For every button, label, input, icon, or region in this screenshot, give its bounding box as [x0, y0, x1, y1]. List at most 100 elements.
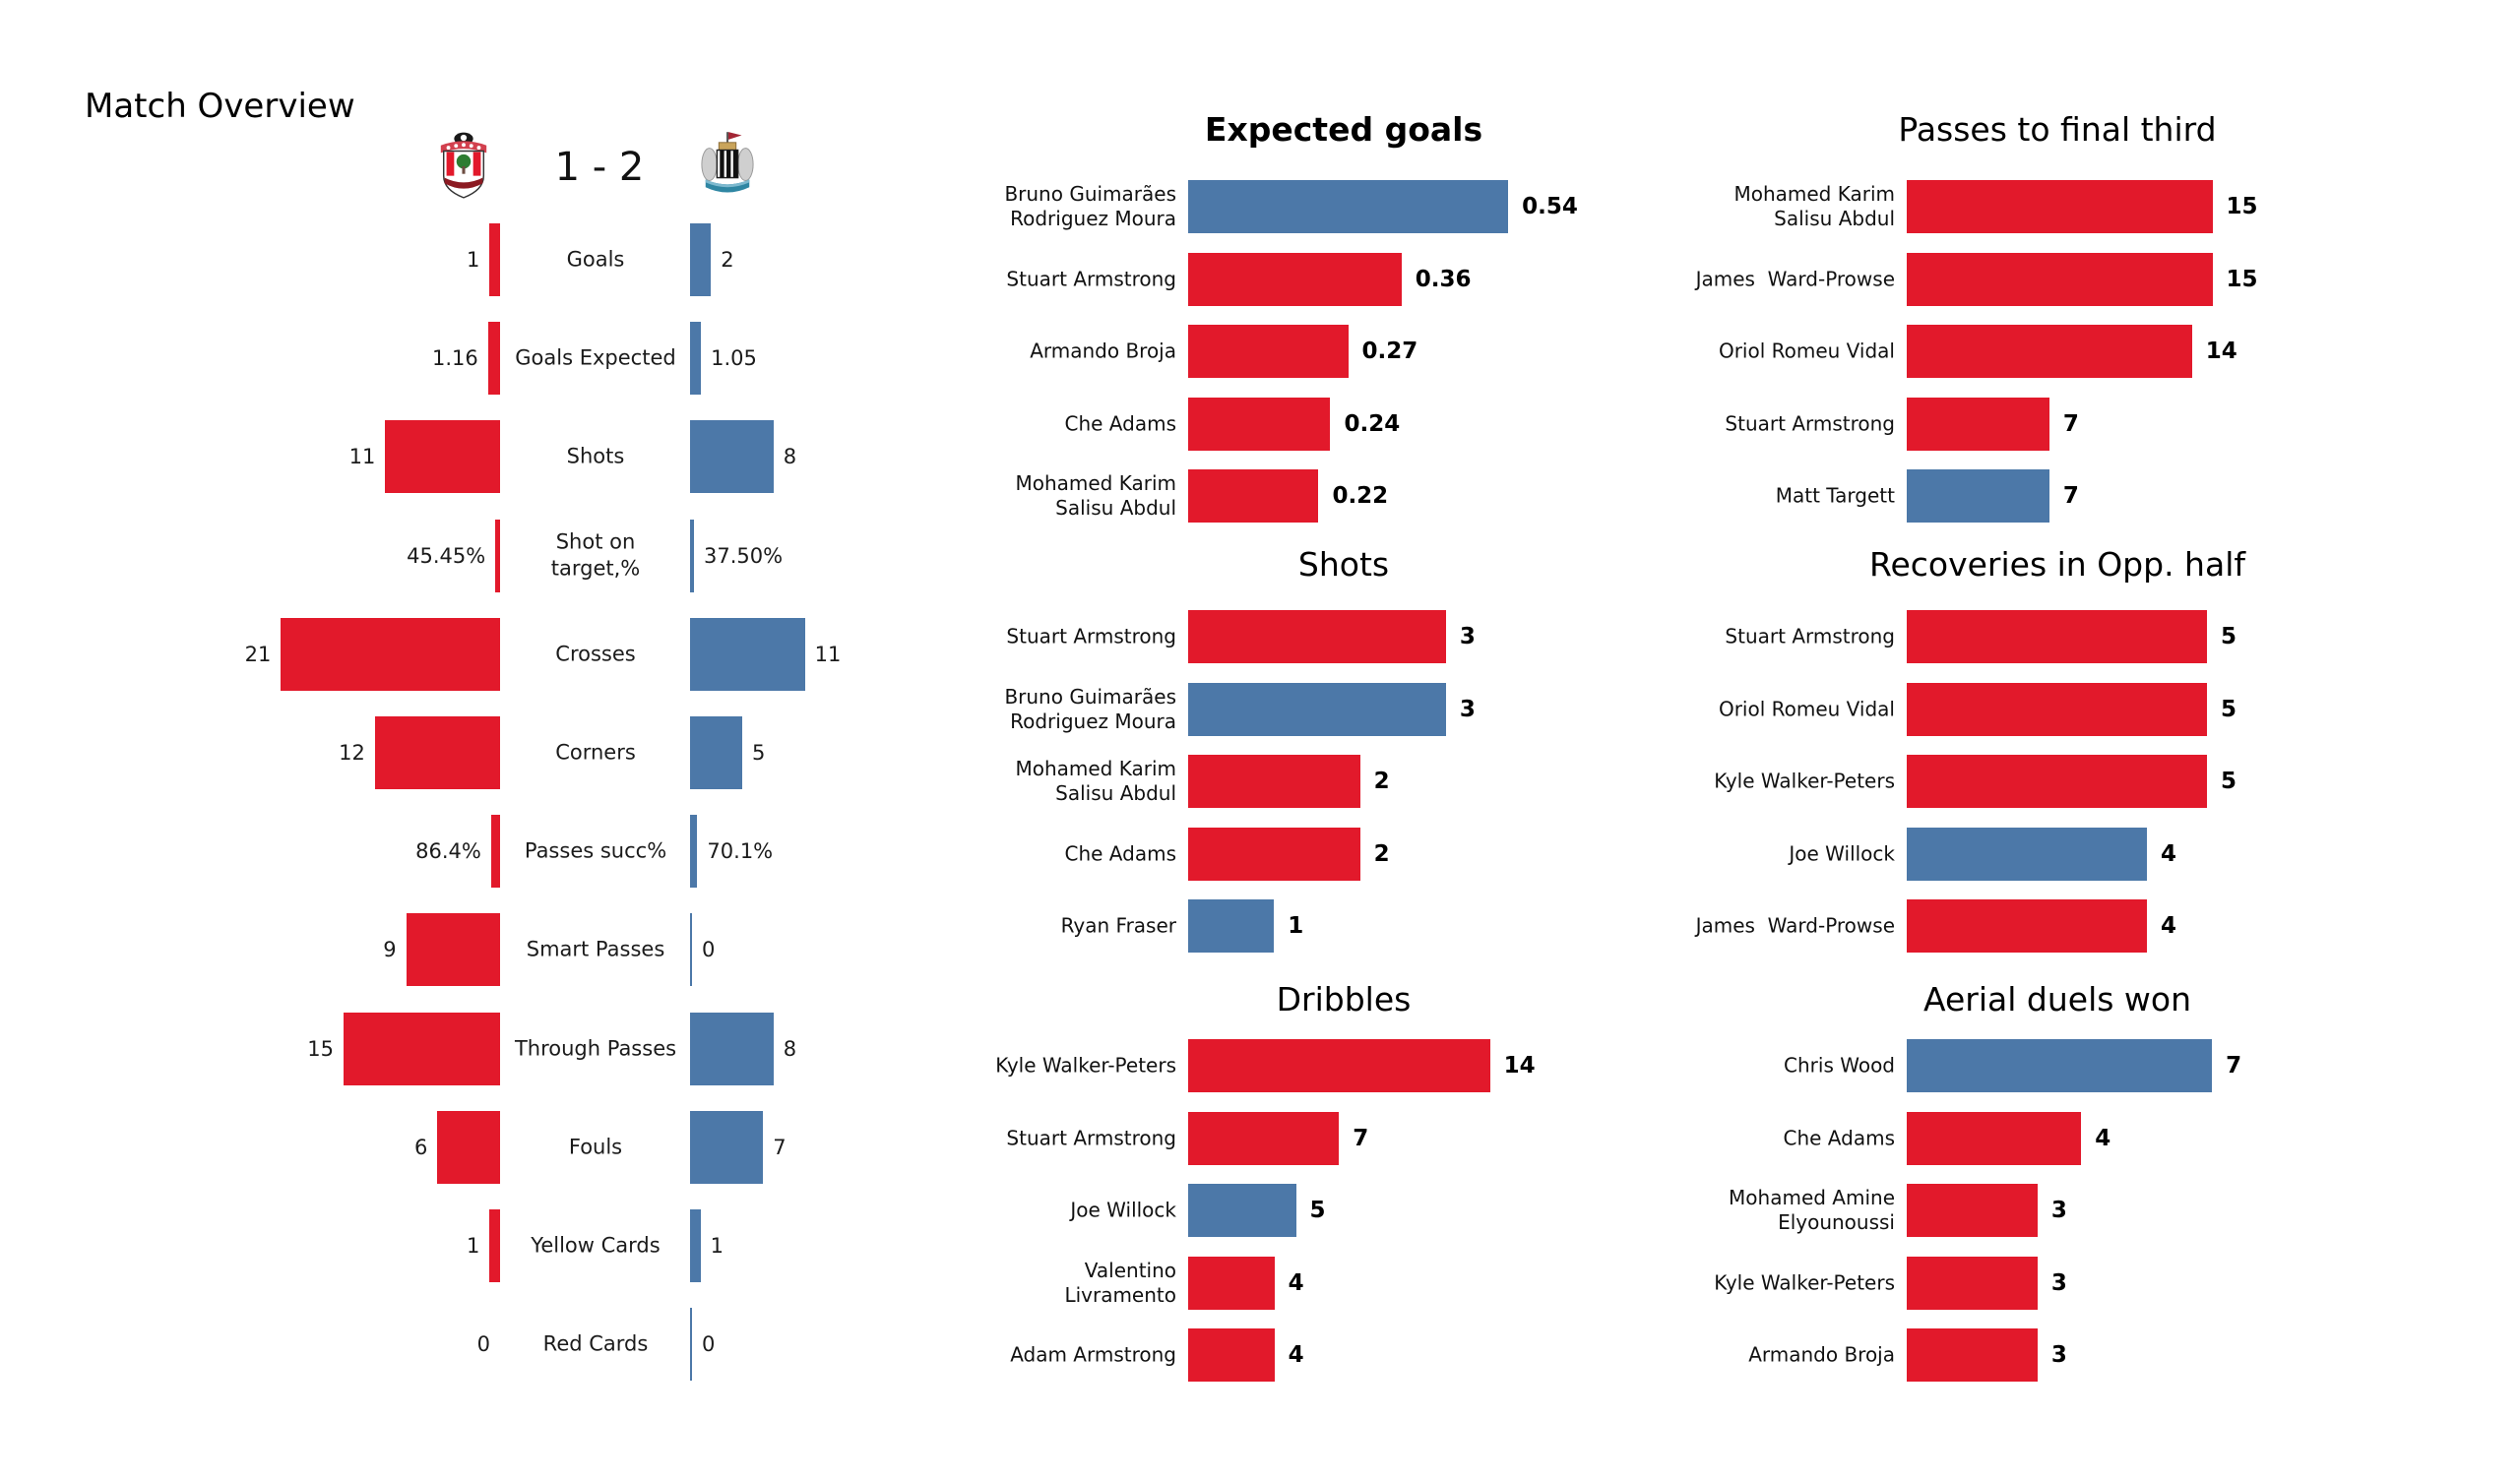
player-label: Armando Broja [1748, 1342, 1895, 1367]
southampton-crest [440, 132, 487, 199]
player-label: Stuart Armstrong [1725, 624, 1895, 648]
value-label: 3 [1459, 624, 1476, 649]
home-value: 1 [467, 1234, 480, 1258]
home-player-bar [1907, 610, 2207, 663]
chart-title: Expected goals [1204, 110, 1483, 149]
chart-title: Shots [1297, 545, 1390, 584]
value-label: 4 [1288, 1269, 1304, 1296]
value-label: 7 [2226, 1053, 2242, 1079]
player-label: Che Adams [1064, 841, 1177, 865]
player-label: James Ward-Prowse [1695, 913, 1895, 938]
chart-title: Aerial duels won [1922, 980, 2192, 1018]
stat-label: Corners [555, 740, 636, 765]
away-player-bar [1907, 827, 2147, 881]
player-label: Stuart Armstrong [1006, 624, 1176, 648]
value-label: 15 [2226, 266, 2258, 292]
home-player-bar [1907, 1256, 2038, 1310]
value-label: 4 [1288, 1342, 1304, 1368]
player-label: Matt Targett [1775, 483, 1895, 508]
home-player-bar [1907, 325, 2192, 378]
away-value: 7 [773, 1135, 787, 1159]
away-value: 0 [702, 938, 716, 962]
player-label: Bruno Guimarães Rodriguez Moura [1004, 684, 1176, 733]
home-player-bar [1188, 252, 1402, 306]
away-player-bar [1188, 1184, 1296, 1237]
home-value: 45.45% [407, 543, 486, 568]
away-bar [690, 1209, 701, 1282]
home-value: 9 [383, 938, 397, 962]
away-bar [690, 1012, 774, 1085]
player-label: Mohamed Karim Salisu Abdul [1015, 471, 1176, 520]
home-bar [385, 420, 500, 494]
home-bar [495, 519, 500, 592]
away-bar [690, 913, 692, 987]
away-value: 8 [783, 445, 797, 469]
value-label: 3 [2050, 1269, 2067, 1296]
away-value: 11 [814, 642, 842, 666]
away-bar [690, 815, 698, 889]
value-label: 5 [1309, 1198, 1326, 1223]
value-label: 5 [2221, 769, 2237, 794]
player-label: Stuart Armstrong [1725, 411, 1895, 435]
home-value: 0 [476, 1332, 490, 1357]
home-player-bar [1188, 1256, 1275, 1310]
home-value: 6 [414, 1135, 428, 1159]
home-value: 21 [244, 642, 272, 666]
stat-label: Through Passes [514, 1035, 677, 1060]
player-label: Stuart Armstrong [1006, 1126, 1176, 1149]
away-value: 1 [710, 1234, 724, 1258]
home-value: 12 [339, 741, 365, 765]
stat-label: Shots [566, 444, 625, 468]
home-player-bar [1907, 397, 2049, 451]
home-player-bar [1188, 1111, 1340, 1165]
page-title: Match Overview [85, 87, 355, 126]
away-value: 1.05 [711, 346, 757, 371]
home-player-bar [1907, 1111, 2082, 1165]
home-player-bar [1907, 755, 2207, 808]
value-label: 3 [1459, 696, 1476, 722]
away-value: 2 [721, 248, 734, 272]
away-value: 5 [752, 741, 766, 765]
value-label: 0.27 [1361, 339, 1418, 364]
home-player-bar [1907, 252, 2213, 306]
home-player-bar [1907, 1328, 2038, 1382]
player-label: Stuart Armstrong [1006, 267, 1176, 290]
value-label: 14 [1503, 1053, 1536, 1079]
player-label: Kyle Walker-Peters [1714, 1270, 1895, 1294]
home-player-bar [1907, 899, 2147, 953]
player-label: Armando Broja [1030, 339, 1176, 363]
home-bar [487, 322, 500, 396]
value-label: 3 [2050, 1198, 2067, 1223]
home-bar [489, 223, 500, 296]
stat-label: Smart Passes [526, 937, 665, 961]
chart-title: Recoveries in Opp. half [1869, 545, 2245, 584]
home-player-bar [1188, 755, 1360, 808]
value-label: 4 [2161, 913, 2177, 939]
stat-label: Goals [566, 247, 625, 272]
home-player-bar [1188, 325, 1349, 378]
value-label: 5 [2221, 696, 2237, 722]
home-value: 86.4% [415, 839, 481, 864]
away-value: 37.50% [703, 543, 784, 568]
chart-title: Dribbles [1276, 980, 1412, 1018]
home-player-bar [1907, 682, 2207, 736]
value-label: 0.24 [1344, 410, 1401, 437]
player-label: Oriol Romeu Vidal [1718, 339, 1895, 363]
player-label: Mohamed Karim Salisu Abdul [1015, 757, 1176, 805]
home-bar [281, 617, 500, 691]
home-bar [437, 1110, 500, 1184]
away-player-bar [1188, 899, 1275, 953]
stat-label: Fouls [568, 1135, 623, 1159]
home-bar [374, 716, 500, 789]
away-player-bar [1907, 1039, 2213, 1092]
player-label: Bruno Guimarães Rodriguez Moura [1004, 182, 1176, 230]
player-label: Valentino Livramento [1064, 1258, 1176, 1307]
player-label: Oriol Romeu Vidal [1718, 697, 1895, 720]
stat-label: Crosses [555, 642, 636, 666]
value-label: 7 [2062, 410, 2079, 437]
stat-label: Red Cards [542, 1331, 649, 1356]
away-value: 8 [783, 1036, 797, 1061]
player-label: Kyle Walker-Peters [995, 1053, 1176, 1078]
stat-label: Yellow Cards [531, 1233, 661, 1258]
